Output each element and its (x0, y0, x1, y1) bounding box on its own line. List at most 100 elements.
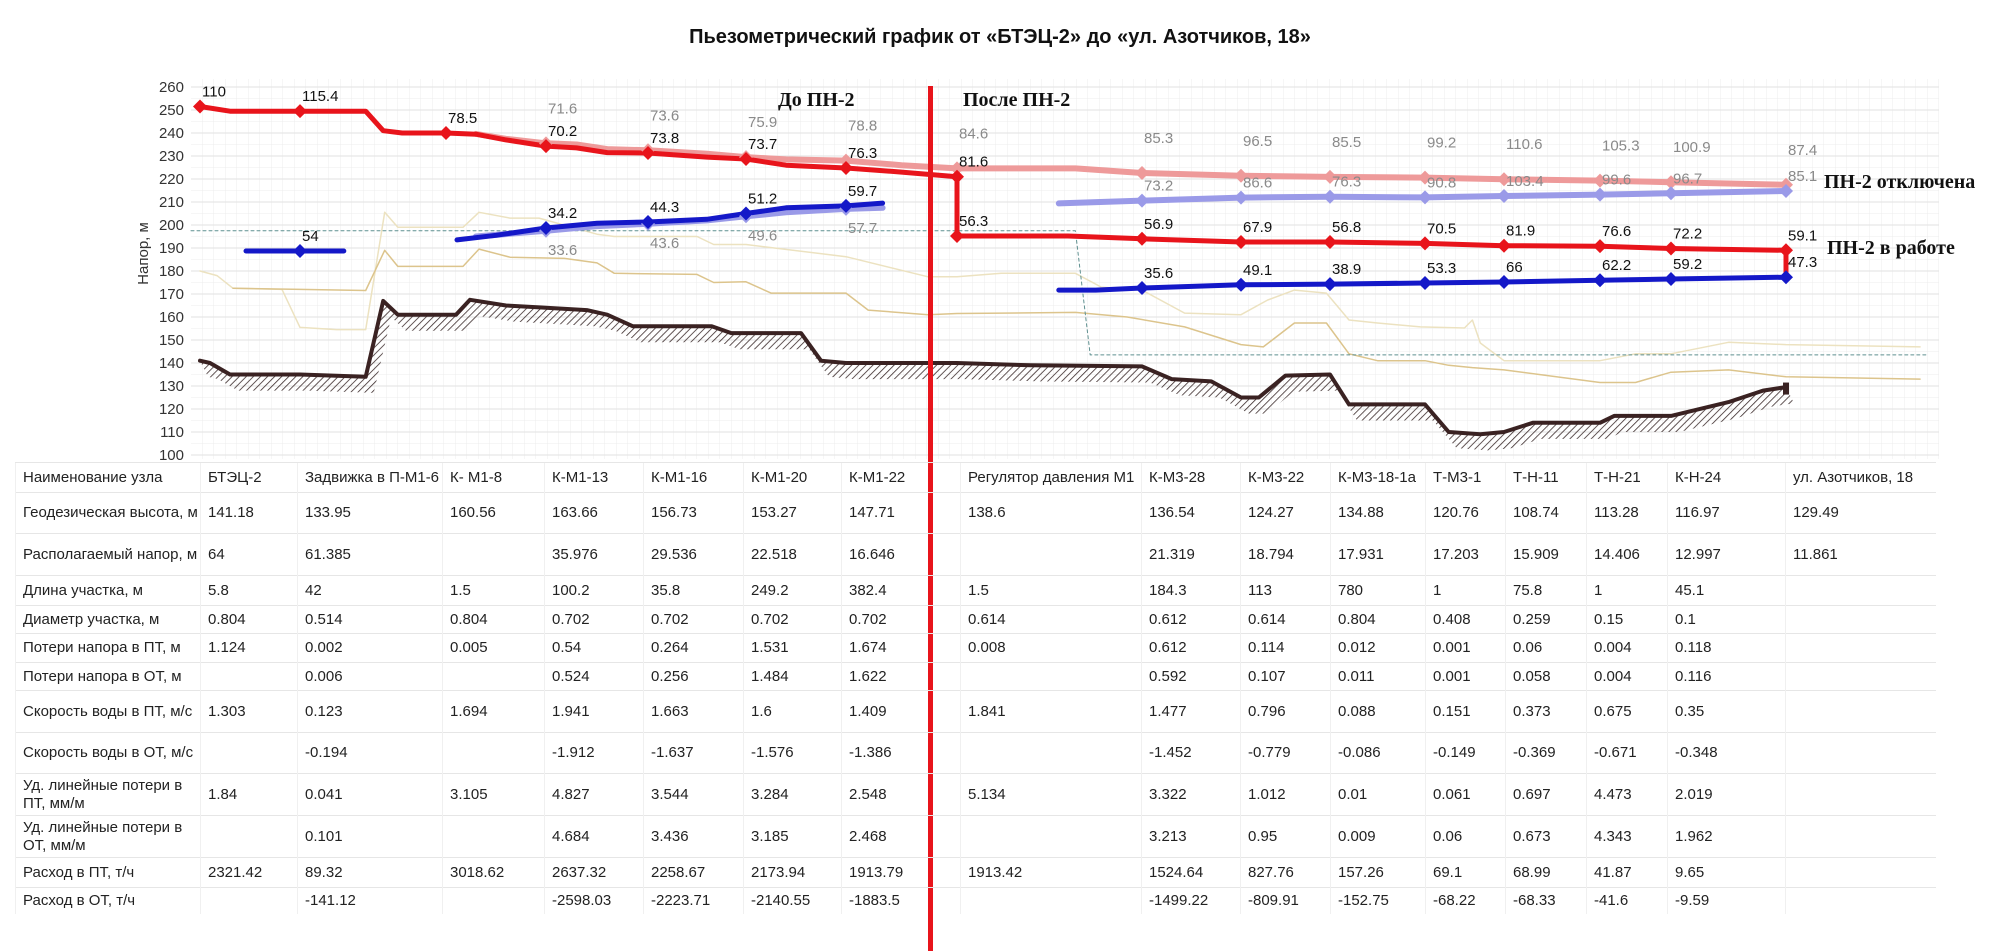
table-cell: 2.468 (841, 815, 961, 858)
return-pn2-on-data-label: 59.2 (1673, 256, 1702, 273)
table-cell (960, 533, 1142, 576)
table-cell: 249.2 (743, 575, 842, 606)
table-cell: 160.56 (442, 492, 545, 534)
supply-pn2-on-line (197, 104, 1789, 280)
table-cell: 15.909 (1505, 533, 1587, 576)
table-cell: 22.518 (743, 533, 842, 576)
table-cell (960, 662, 1142, 691)
row-label: Скорость воды в ПТ, м/с (15, 690, 201, 733)
label-layer: 71.6 73.6 75.9 78.8 84.6 85.3 96.5 85.5 99.2 110.… (202, 84, 1817, 282)
table-cell: 2173.94 (743, 857, 842, 888)
table-cell: 1.124 (200, 633, 298, 663)
table-cell: 1.012 (1240, 773, 1331, 816)
table-cell: 0.804 (200, 605, 298, 634)
table-cell: 1.303 (200, 690, 298, 733)
return-pn2-off-data-label: 96.7 (1673, 170, 1702, 187)
table-cell: 141.18 (200, 492, 298, 534)
return-pn2-on-data-label: 38.9 (1332, 261, 1361, 278)
return-pn2-on-marker (1418, 275, 1432, 290)
row-label: Уд. линейные потери в ОТ, мм/м (15, 815, 201, 858)
y-tick-label: 210 (159, 194, 184, 211)
table-cell: 0.058 (1505, 662, 1587, 691)
table-cell: 3018.62 (442, 857, 545, 888)
return-pn2-on-data-label: 35.6 (1144, 265, 1173, 282)
table-row: Скорость воды в ОТ, м/с -0.194 -1.912 -1.63… (15, 732, 1936, 774)
table-cell: 0.001 (1425, 662, 1506, 691)
table-cell: -152.75 (1330, 887, 1426, 914)
table-cell: 89.32 (297, 857, 443, 888)
table-cell: 75.8 (1505, 575, 1587, 606)
return-pn2-on-data-label: 34.2 (548, 205, 577, 222)
table-cell: 0.151 (1425, 690, 1506, 733)
supply-pn2-off-marker (950, 161, 964, 176)
annotation-pn2-off: ПН-2 отключена (1824, 171, 1976, 193)
y-tick-label: 240 (159, 125, 184, 142)
supply-pn2-on-marker (739, 151, 753, 166)
table-cell: -0.348 (1667, 732, 1786, 774)
table-cell: 5.134 (960, 773, 1142, 816)
table-cell (1785, 690, 1936, 733)
table-header-row: Наименование узла БТЭЦ-2 Задвижка в П-М1-6… (15, 462, 1936, 493)
chart-title: Пьезометрический график от «БТЭЦ-2» до «… (689, 26, 1311, 48)
return-pn2-on-marker (1593, 273, 1607, 288)
table-cell: 1.5 (442, 575, 545, 606)
table-cell: 3.436 (643, 815, 744, 858)
table-cell: -1.386 (841, 732, 961, 774)
table-cell: 0.524 (544, 662, 644, 691)
supply-pn2-on-data-label: 56.9 (1144, 216, 1173, 233)
supply-pn2-on-data-label: 56.3 (959, 213, 988, 230)
table-cell: 1.694 (442, 690, 545, 733)
table-cell: 0.002 (297, 633, 443, 663)
node-data-table: Наименование узла БТЭЦ-2 Задвижка в П-М1-6… (15, 462, 1936, 914)
table-cell: 1.409 (841, 690, 961, 733)
return-pn2-on-line (1056, 274, 1789, 293)
table-cell: 1.941 (544, 690, 644, 733)
y-tick-label: 190 (159, 240, 184, 257)
y-tick-label: 230 (159, 148, 184, 165)
table-cell: 0.01 (1330, 773, 1426, 816)
marker-layer (193, 99, 1793, 296)
table-cell: 12.997 (1667, 533, 1786, 576)
table-row: Расход в ПТ, т/ч 2321.42 89.32 3018.62 2637.… (15, 857, 1936, 888)
table-cell: 0.95 (1240, 815, 1331, 858)
node-name-cell: Т-М3-1 (1425, 462, 1506, 493)
table-cell: 1.962 (1667, 815, 1786, 858)
table-cell: 0.061 (1425, 773, 1506, 816)
supply-pn2-on-data-label: 72.2 (1673, 225, 1702, 242)
table-cell: 0.004 (1586, 662, 1668, 691)
supply-pn2-off-marker (1497, 172, 1511, 187)
table-cell (1785, 815, 1936, 858)
table-cell: 42 (297, 575, 443, 606)
return-pn2-on-marker (539, 220, 553, 235)
table-cell (960, 815, 1142, 858)
table-cell: 69.1 (1425, 857, 1506, 888)
return-pn2-on-data-label: 44.3 (650, 199, 679, 216)
table-cell: 9.65 (1667, 857, 1786, 888)
y-tick-label: 160 (159, 309, 184, 326)
table-cell: 5.8 (200, 575, 298, 606)
table-cell: 0.006 (297, 662, 443, 691)
table-cell: 0.702 (841, 605, 961, 634)
supply-pn2-on-marker (293, 104, 307, 119)
node-name-cell: Т-Н-11 (1505, 462, 1587, 493)
table-cell (442, 815, 545, 858)
return-pn2-on-data-label: 47.3 (1788, 254, 1817, 271)
table-row: Диаметр участка, м 0.804 0.514 0.804 0.702 0.… (15, 605, 1936, 634)
table-cell: 0.011 (1330, 662, 1426, 691)
table-cell: 0.702 (544, 605, 644, 634)
table-cell: 0.06 (1425, 815, 1506, 858)
table-cell: -2140.55 (743, 887, 842, 914)
table-cell (1785, 633, 1936, 663)
row-label: Длина участка, м (15, 575, 201, 606)
table-cell: 108.74 (1505, 492, 1587, 534)
supply-pn2-off-marker (1664, 175, 1678, 190)
supply-pn2-on-marker (439, 126, 453, 140)
supply-pn2-on-data-label: 115.4 (302, 88, 338, 105)
static-head-dashed-line (190, 230, 1928, 356)
return-pn2-on-marker (1497, 275, 1511, 290)
return-pn2-on-marker (1779, 270, 1793, 285)
return-pn2-on-data-label: 59.7 (848, 183, 877, 200)
table-cell: -1.576 (743, 732, 842, 774)
table-cell: 3.544 (643, 773, 744, 816)
table-cell: 0.514 (297, 605, 443, 634)
